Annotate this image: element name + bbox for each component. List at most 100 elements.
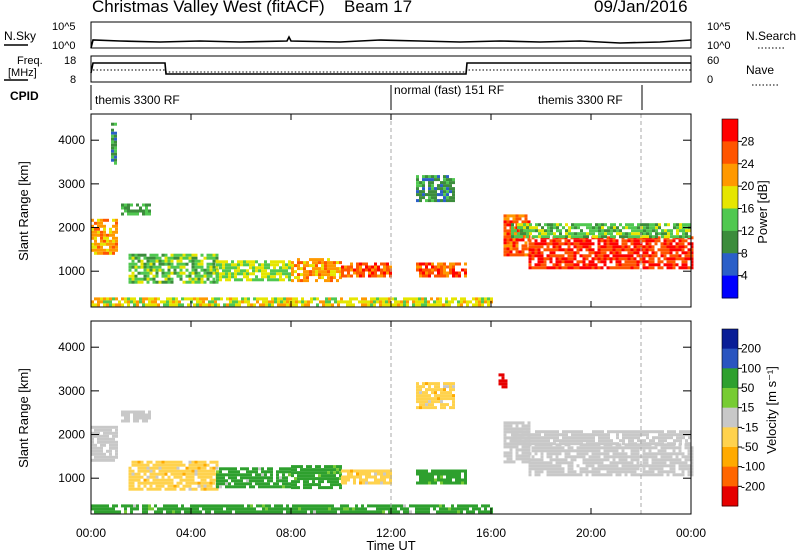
power-cell-11	[586, 232, 589, 236]
velocity-cell-6	[265, 510, 268, 514]
velocity-cell-2	[197, 484, 201, 488]
velocity-cell-10	[549, 467, 553, 471]
velocity-cell-4	[291, 468, 294, 472]
power-cell-6	[247, 297, 250, 301]
velocity-cell-10	[585, 467, 589, 471]
velocity-cell-6	[310, 507, 313, 511]
power-cell-0	[109, 239, 112, 243]
power-cell-3	[240, 263, 243, 267]
velocity-cell-10	[654, 467, 658, 471]
velocity-cell-3	[243, 467, 246, 471]
power-cell-2	[206, 268, 210, 272]
velocity-cell-6	[442, 507, 445, 511]
power-cell-11	[526, 229, 529, 233]
velocity-cell-2	[200, 463, 204, 467]
power-cell-7	[437, 262, 440, 266]
power-cell-6	[337, 300, 340, 304]
power-cell-2	[155, 280, 159, 284]
velocity-cell-10	[558, 461, 562, 465]
velocity-cell-11	[631, 430, 634, 434]
power-cell-10	[666, 245, 670, 249]
power-cell-10	[690, 245, 694, 249]
velocity-cell-11	[601, 439, 604, 443]
velocity-cell-6	[160, 507, 163, 511]
power-cell-11	[517, 235, 520, 239]
velocity-cell-11	[685, 439, 688, 443]
power-cell-3	[267, 275, 270, 279]
velocity-colorbar-tick-label: -15	[741, 420, 759, 434]
power-cell-11	[604, 232, 607, 236]
velocity-cell-7	[440, 469, 443, 473]
velocity-cell-8	[443, 397, 446, 401]
power-cell-2	[128, 280, 132, 284]
velocity-cell-6	[379, 507, 382, 511]
power-cell-4	[306, 270, 309, 274]
velocity-cell-1	[133, 419, 136, 423]
power-cell-6	[268, 300, 271, 304]
velocity-cell-2	[137, 469, 141, 473]
power-cell-10	[636, 263, 640, 267]
power-cell-6	[304, 300, 307, 304]
velocity-cell-6	[184, 510, 187, 514]
velocity-cell-4	[339, 486, 342, 490]
velocity-cell-10	[594, 467, 598, 471]
power-cell-3	[285, 263, 288, 267]
power-cell-9	[503, 232, 507, 236]
power-cell-10	[684, 239, 688, 243]
power-cell-11	[601, 229, 604, 233]
velocity-cell-11	[592, 442, 595, 446]
velocity-cell-6	[100, 510, 103, 514]
velocity-cell-10	[618, 452, 622, 456]
power-cell-10	[630, 266, 634, 270]
velocity-cell-10	[684, 461, 688, 465]
power-cell-7	[425, 265, 428, 269]
power-cell-6	[478, 297, 481, 301]
power-cell-4	[306, 279, 309, 283]
power-cell-11	[628, 223, 631, 227]
velocity-cell-2	[137, 472, 141, 476]
power-cell-2	[158, 265, 162, 269]
power-cell-4	[327, 276, 330, 280]
velocity-cell-3	[261, 467, 264, 471]
velocity-cell-6	[355, 510, 358, 514]
velocity-cell-2	[179, 472, 183, 476]
velocity-cell-7	[440, 475, 443, 479]
power-cell-6	[385, 297, 388, 301]
velocity-cell-6	[442, 510, 445, 514]
power-cell-9	[509, 247, 513, 251]
power-cell-10	[615, 263, 619, 267]
power-cell-5	[386, 262, 389, 266]
velocity-cell-10	[624, 461, 628, 465]
power-cell-10	[543, 266, 547, 270]
velocity-cell-2	[212, 469, 216, 473]
velocity-cell-8	[428, 382, 431, 386]
power-cell-3	[255, 269, 258, 273]
power-cell-10	[558, 248, 562, 252]
power-cell-0	[91, 218, 94, 222]
power-cell-11	[556, 226, 559, 230]
power-cell-10	[531, 248, 535, 252]
power-cell-5	[368, 265, 371, 269]
power-cell-10	[573, 239, 577, 243]
power-cell-2	[209, 271, 213, 275]
power-cell-11	[610, 226, 613, 230]
power-cell-4	[318, 270, 321, 274]
velocity-cell-10	[690, 470, 694, 474]
power-cell-5	[362, 274, 365, 278]
power-cell-6	[358, 300, 361, 304]
velocity-cell-9	[521, 457, 525, 461]
velocity-cell-3	[261, 473, 264, 477]
power-cell-8	[416, 187, 419, 191]
velocity-cell-7	[461, 469, 464, 473]
power-cell-10	[552, 251, 556, 255]
velocity-cell-6	[436, 510, 439, 514]
velocity-cell-6	[415, 510, 418, 514]
velocity-cell-5	[359, 475, 362, 479]
velocity-cell-10	[564, 452, 568, 456]
velocity-cell-10	[621, 461, 625, 465]
velocity-cell-10	[636, 446, 640, 450]
power-cell-10	[528, 266, 532, 270]
velocity-cell-10	[606, 464, 610, 468]
velocity-cell-10	[555, 458, 559, 462]
